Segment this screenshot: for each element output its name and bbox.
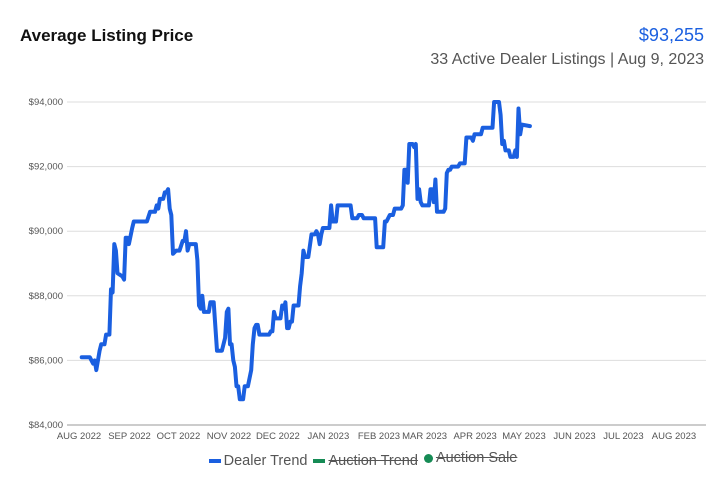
legend-line-icon: [313, 458, 326, 463]
legend-label: Auction Trend: [328, 452, 418, 469]
chart-legend: Dealer Trend Auction Trend Auction Sale: [0, 450, 726, 469]
y-tick-label: $88,000: [29, 291, 63, 302]
x-tick-label: AUG 2023: [652, 431, 696, 442]
x-tick-label: NOV 2022: [207, 431, 251, 442]
x-tick-label: FEB 2023: [358, 431, 400, 442]
x-tick-label: JUN 2023: [553, 431, 595, 442]
legend-label: Auction Sale: [435, 450, 518, 466]
y-tick-label: $94,000: [29, 97, 63, 108]
y-tick-label: $90,000: [29, 226, 63, 237]
y-tick-label: $92,000: [29, 162, 63, 173]
x-tick-label: MAR 2023: [402, 431, 447, 442]
legend-line-icon: [208, 458, 221, 463]
current-price: $93,255: [638, 25, 704, 45]
y-tick-label: $86,000: [29, 355, 63, 366]
legend-label: Dealer Trend: [223, 452, 308, 469]
x-tick-label: AUG 2022: [57, 431, 101, 442]
listing-summary: 33 Active Dealer Listings | Aug 9, 2023: [430, 51, 704, 68]
legend-item-dealer-trend[interactable]: Dealer Trend: [208, 452, 308, 469]
x-tick-label: JAN 2023: [308, 431, 350, 442]
y-tick-label: $84,000: [29, 420, 63, 431]
x-tick-label: MAY 2023: [502, 431, 545, 442]
x-tick-label: DEC 2022: [256, 431, 300, 442]
legend-item-auction-sale[interactable]: Auction Sale: [423, 450, 518, 466]
x-tick-label: JUL 2023: [603, 431, 643, 442]
x-tick-label: SEP 2022: [108, 431, 151, 442]
x-tick-label: APR 2023: [453, 431, 496, 442]
legend-dot-icon: [423, 453, 433, 463]
dealer-trend-line: [79, 100, 532, 402]
chart-title: Average Listing Price: [20, 26, 194, 45]
legend-item-auction-trend[interactable]: Auction Trend: [313, 452, 418, 469]
x-tick-label: OCT 2022: [157, 431, 201, 442]
